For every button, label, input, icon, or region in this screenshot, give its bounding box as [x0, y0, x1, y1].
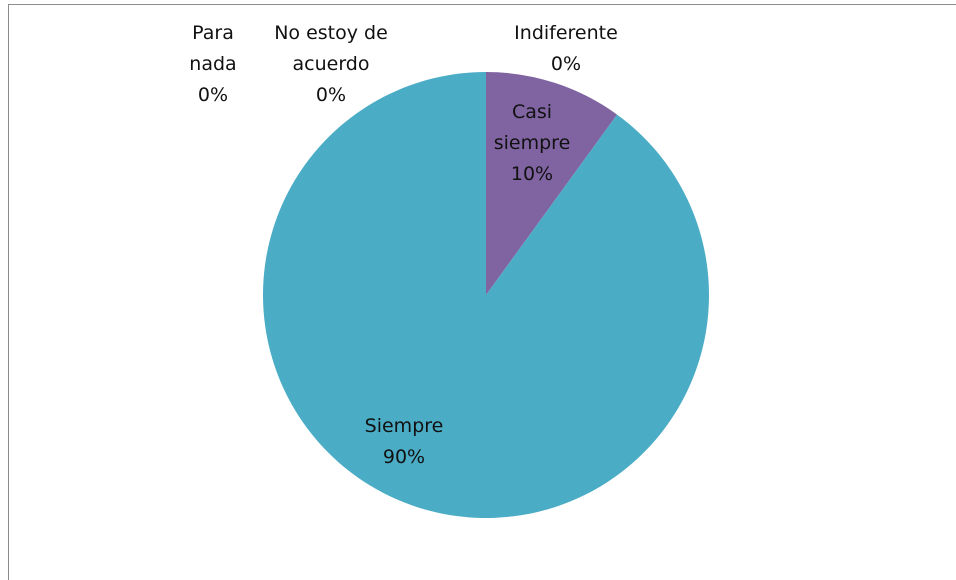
slice-value: 0% — [550, 53, 582, 75]
slice-label: Para nada 0% — [178, 18, 248, 111]
slice-category: No estoy de acuerdo — [274, 22, 388, 75]
slice-value: 0% — [197, 84, 229, 106]
slice-label: No estoy de acuerdo 0% — [261, 18, 401, 111]
slice-label: Indiferente 0% — [496, 18, 636, 80]
slice-value: 10% — [510, 163, 554, 185]
slice-value: 0% — [315, 84, 347, 106]
pie-slice — [263, 72, 709, 518]
slice-category: Para nada — [189, 22, 237, 75]
slice-category: Siempre — [364, 415, 444, 437]
slice-label: Casi siempre 10% — [477, 97, 587, 190]
slice-label: Siempre 90% — [334, 411, 474, 473]
pie-slice — [486, 72, 618, 295]
slice-category: Casi siempre — [493, 101, 571, 154]
slice-category: Indiferente — [514, 22, 618, 44]
slice-value: 90% — [382, 446, 426, 468]
